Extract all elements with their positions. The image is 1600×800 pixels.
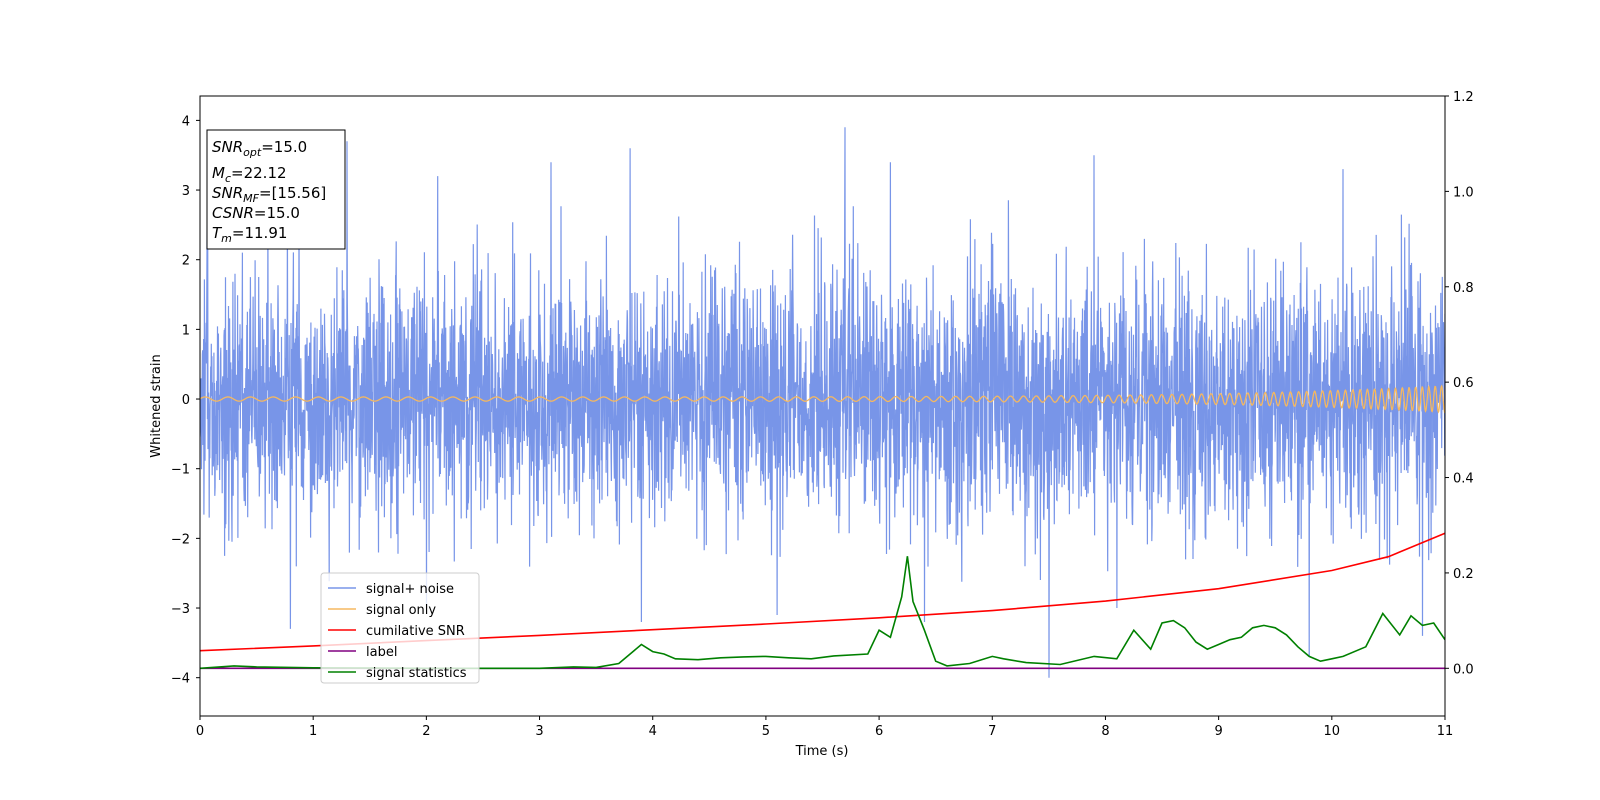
info-tm-value: =11.91 bbox=[232, 224, 288, 242]
info-snr-opt-value: =15.0 bbox=[261, 138, 307, 156]
x-tick-label: 7 bbox=[988, 724, 996, 739]
x-tick-label: 3 bbox=[535, 724, 543, 739]
info-box: SNRopt=15.0 Mc=22.12 SNRMF=[15.56] CSNR=… bbox=[206, 129, 346, 250]
svg-text:Mc=22.12: Mc=22.12 bbox=[212, 164, 287, 185]
svg-text:SNRopt=15.0: SNRopt=15.0 bbox=[212, 138, 307, 159]
x-tick-label: 11 bbox=[1437, 724, 1454, 739]
y2-tick-label: 1.2 bbox=[1453, 90, 1474, 105]
x-tick-label: 8 bbox=[1101, 724, 1109, 739]
svg-text:CSNR=15.0: CSNR=15.0 bbox=[212, 204, 300, 222]
y-tick-label: −2 bbox=[171, 532, 190, 547]
x-tick-label: 10 bbox=[1324, 724, 1341, 739]
y-tick-label: 2 bbox=[182, 254, 190, 269]
x-tick-label: 1 bbox=[309, 724, 317, 739]
y2-tick-label: 0.2 bbox=[1453, 567, 1474, 582]
info-snr-mf-main: SNR bbox=[212, 184, 243, 202]
info-mc-value: =22.12 bbox=[231, 164, 287, 182]
y-tick-label: 4 bbox=[182, 114, 190, 129]
y-tick-label: −1 bbox=[171, 463, 190, 478]
series-signal-statistics-line bbox=[200, 556, 1445, 670]
legend: signal+ noise signal only cumilative SNR la… bbox=[320, 572, 480, 684]
info-snr-opt-sub: opt bbox=[243, 146, 262, 159]
info-csnr-main: CSNR bbox=[212, 204, 254, 222]
y2-tick-label: 1.0 bbox=[1453, 185, 1474, 200]
y2-tick-label: 0.4 bbox=[1453, 472, 1474, 487]
legend-label: label bbox=[366, 645, 397, 660]
x-tick-label: 9 bbox=[1214, 724, 1222, 739]
series-signal-only-line bbox=[200, 384, 1445, 414]
legend-label: signal statistics bbox=[366, 666, 467, 681]
y-tick-label: 3 bbox=[182, 184, 190, 199]
y2-tick-label: 0.8 bbox=[1453, 281, 1474, 296]
plot-frame bbox=[199, 95, 1446, 717]
x-tick-label: 5 bbox=[762, 724, 770, 739]
y-tick-label: −4 bbox=[171, 672, 190, 687]
legend-label: signal+ noise bbox=[366, 582, 454, 597]
y-tick-label: 0 bbox=[182, 393, 190, 408]
info-snr-mf-sub: MF bbox=[243, 192, 259, 205]
x-tick-label: 0 bbox=[196, 724, 204, 739]
info-snr-opt-main: SNR bbox=[212, 138, 243, 156]
y2-tick-label: 0.0 bbox=[1453, 662, 1474, 677]
x-tick-label: 6 bbox=[875, 724, 883, 739]
info-tm-main: T bbox=[212, 224, 223, 242]
y-tick-label: −3 bbox=[171, 602, 190, 617]
series-signal-noise-line bbox=[200, 127, 1445, 678]
x-tick-label: 4 bbox=[649, 724, 657, 739]
info-mc-main: M bbox=[212, 164, 225, 182]
info-tm-sub: m bbox=[221, 232, 232, 245]
legend-label: cumilative SNR bbox=[366, 624, 465, 639]
y2-tick-label: 0.6 bbox=[1453, 376, 1474, 391]
legend-label: signal only bbox=[366, 603, 436, 618]
info-snr-mf-value: =[15.56] bbox=[259, 184, 326, 202]
info-mc-sub: c bbox=[225, 172, 231, 185]
y-tick-label: 1 bbox=[182, 323, 190, 338]
info-csnr-value: =15.0 bbox=[254, 204, 300, 222]
x-axis-label: Time (s) bbox=[795, 744, 849, 759]
x-tick-label: 2 bbox=[422, 724, 430, 739]
svg-text:Tm=11.91: Tm=11.91 bbox=[212, 224, 287, 245]
y-axis-label: Whitened strain bbox=[149, 354, 164, 457]
svg-text:SNRMF=[15.56]: SNRMF=[15.56] bbox=[212, 184, 326, 205]
